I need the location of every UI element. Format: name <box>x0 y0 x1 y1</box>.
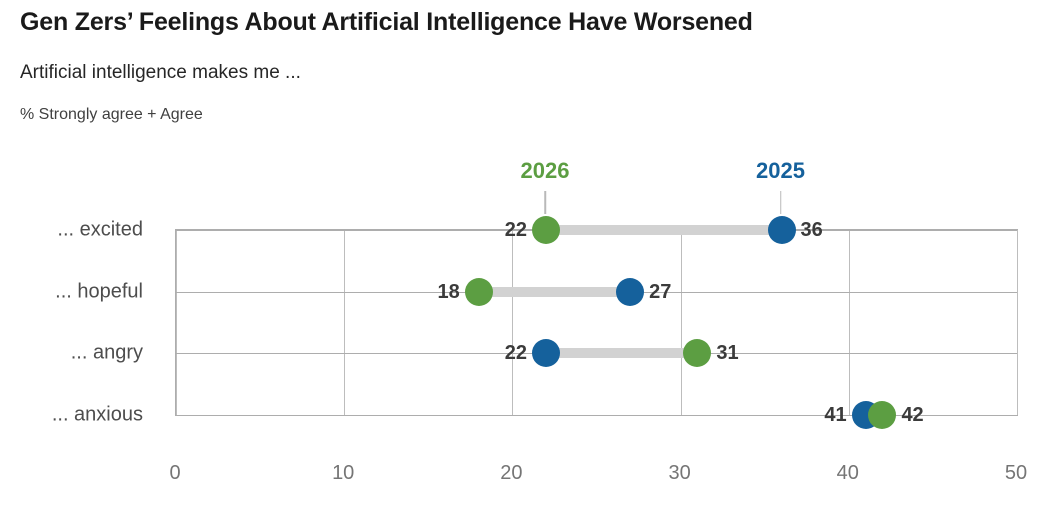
legend-tick-line <box>544 191 546 214</box>
value-label-2026: 18 <box>437 280 460 303</box>
marker-2026-excited <box>532 216 561 244</box>
legend-tick-line <box>779 191 782 214</box>
x-tick-label: 40 <box>836 462 859 484</box>
vertical-gridline <box>344 230 346 415</box>
marker-2026-anxious <box>868 401 897 429</box>
x-tick-label: 20 <box>500 462 523 484</box>
value-label-2025: 41 <box>824 404 847 426</box>
value-label-2026: 31 <box>716 342 739 365</box>
legend-label-2026: 2026 <box>520 158 570 183</box>
vertical-gridline <box>848 230 850 415</box>
marker-2026-angry <box>683 339 712 368</box>
category-label: ... hopeful <box>55 280 143 303</box>
vertical-gridline <box>176 230 177 415</box>
marker-2025-angry <box>532 339 561 368</box>
value-label-2026: 42 <box>901 404 924 426</box>
marker-2026-hopeful <box>464 277 493 306</box>
connector-bar <box>546 225 782 235</box>
x-tick-label: 0 <box>169 462 181 484</box>
x-tick-label: 10 <box>332 462 355 484</box>
value-label-2025: 36 <box>800 219 823 241</box>
value-label-2025: 22 <box>504 342 528 365</box>
value-label-2026: 22 <box>504 219 528 241</box>
x-axis: 0 10 20 30 40 50 <box>169 462 1027 492</box>
category-gridline <box>176 415 1017 416</box>
measure-note: % Strongly agree + Agree <box>20 106 203 123</box>
x-tick-label: 30 <box>668 462 691 484</box>
value-label-2025: 27 <box>649 280 672 303</box>
marker-2025-hopeful <box>616 277 645 306</box>
vertical-gridline <box>512 230 514 415</box>
marker-2025-excited <box>767 216 796 244</box>
legend: 2026 2025 <box>175 158 1018 228</box>
vertical-gridline <box>680 230 682 415</box>
connector-bar <box>546 348 698 359</box>
category-label: ... excited <box>57 218 143 241</box>
category-axis: ... excited ... hopeful ... angry ... anxio… <box>0 219 160 426</box>
x-tick-label: 50 <box>1004 462 1028 484</box>
vertical-gridline <box>1017 230 1018 415</box>
category-label: ... angry <box>70 341 143 364</box>
connector-bar <box>478 286 631 297</box>
legend-label-2025: 2025 <box>756 158 805 183</box>
category-label: ... anxious <box>51 403 143 426</box>
chart-subtitle: Artificial intelligence makes me ... <box>20 62 301 83</box>
plot-area: 22 36 18 27 31 22 42 41 <box>175 216 1018 429</box>
chart-title: Gen Zers’ Feelings About Artificial Inte… <box>20 8 753 36</box>
